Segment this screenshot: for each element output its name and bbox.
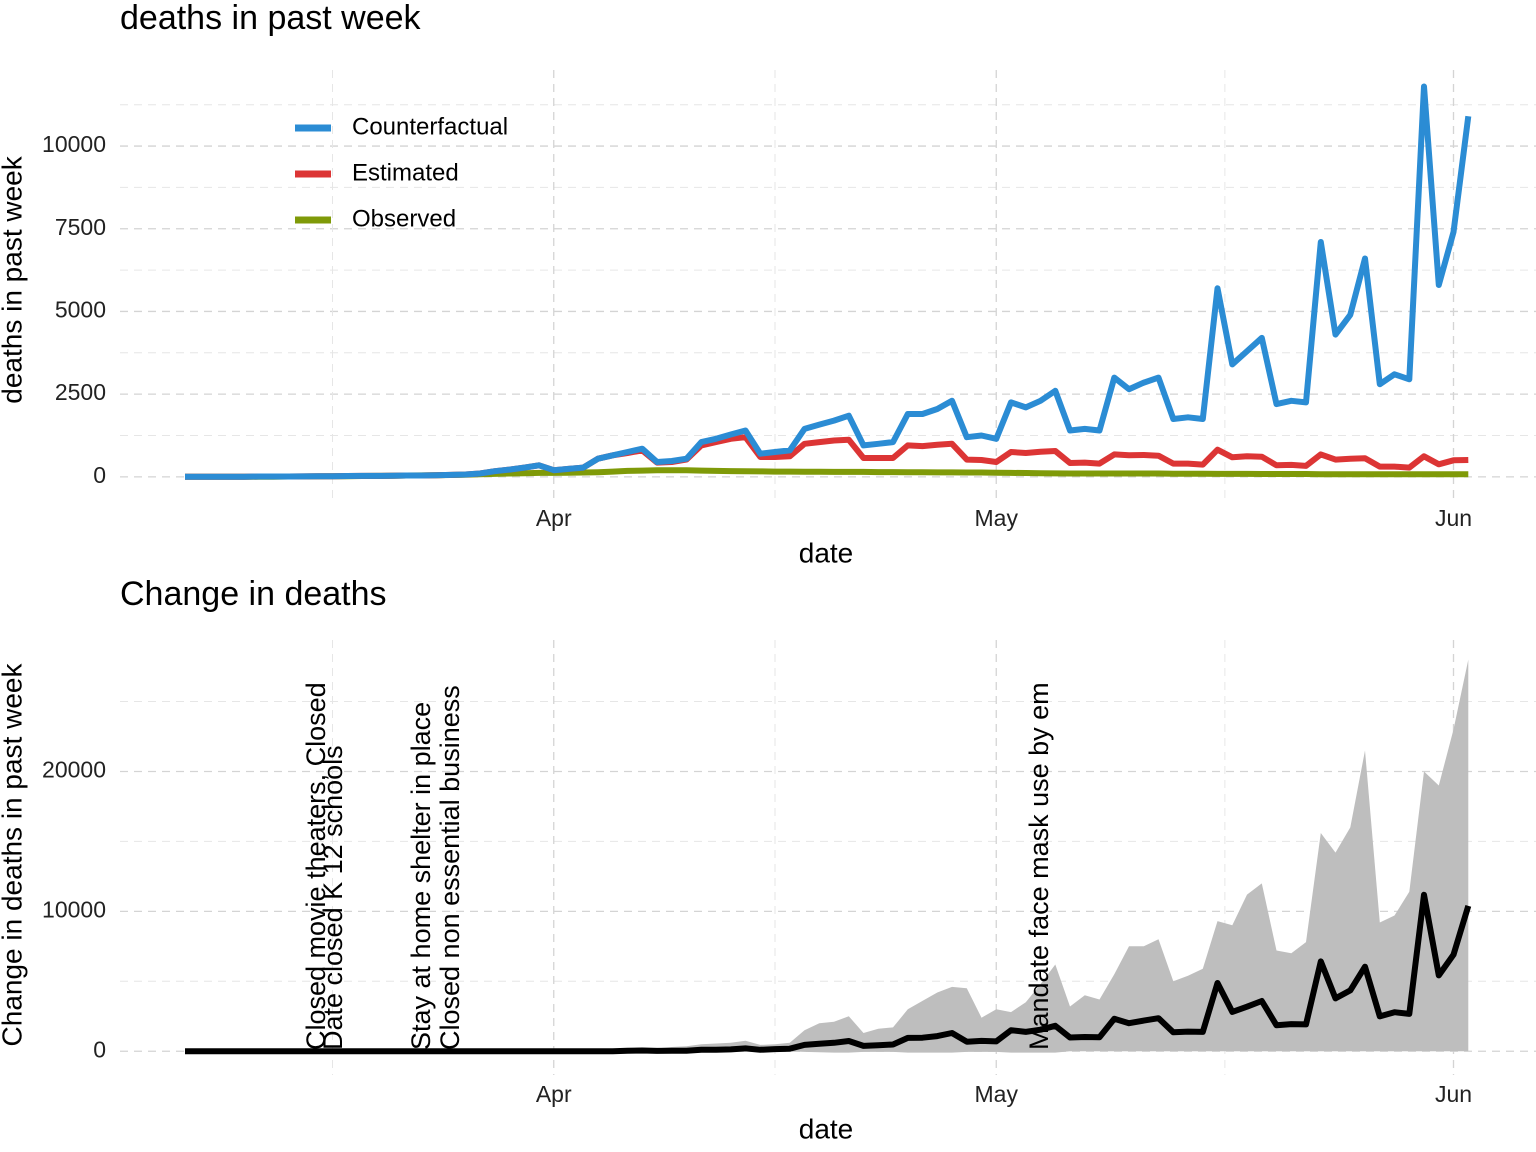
line	[185, 891, 1472, 1055]
x-axis-label: date	[799, 537, 854, 568]
y-axis-label: deaths in past week	[0, 155, 27, 403]
y-tick-label: 10000	[42, 896, 106, 922]
x-tick-label: May	[975, 1081, 1019, 1107]
x-tick-label: Apr	[536, 1081, 572, 1107]
y-tick-label: 7500	[55, 214, 106, 240]
y-tick-label: 0	[93, 462, 106, 488]
x-axis-label: date	[799, 1113, 854, 1144]
annotation: Closed non essential business	[435, 685, 465, 1050]
uncertainty-band	[185, 659, 1469, 1053]
legend-label: Observed	[352, 205, 456, 232]
x-tick-label: May	[975, 505, 1019, 531]
y-tick-label: 0	[93, 1036, 106, 1062]
x-tick-label: Jun	[1435, 1081, 1472, 1107]
y-tick-label: 10000	[42, 131, 106, 157]
x-tick-label: Jun	[1435, 505, 1472, 531]
y-tick-label: 20000	[42, 757, 106, 783]
legend-label: Counterfactual	[352, 113, 508, 140]
annotation: Mandate face mask use by em	[1024, 682, 1054, 1050]
line	[185, 83, 1472, 480]
annotation: Stay at home shelter in place	[406, 702, 436, 1050]
chart-title: Change in deaths	[120, 575, 387, 613]
y-tick-label: 5000	[55, 297, 106, 323]
y-axis-label: Change in deaths in past week	[0, 663, 27, 1047]
annotation: Date closed K 12 schools	[318, 745, 348, 1050]
annotation: Closed movie theaters, Closed	[301, 682, 331, 1050]
x-tick-label: Apr	[536, 505, 572, 531]
chart-title: deaths in past week	[120, 0, 422, 37]
y-tick-label: 2500	[55, 379, 106, 405]
legend-label: Estimated	[352, 159, 459, 186]
